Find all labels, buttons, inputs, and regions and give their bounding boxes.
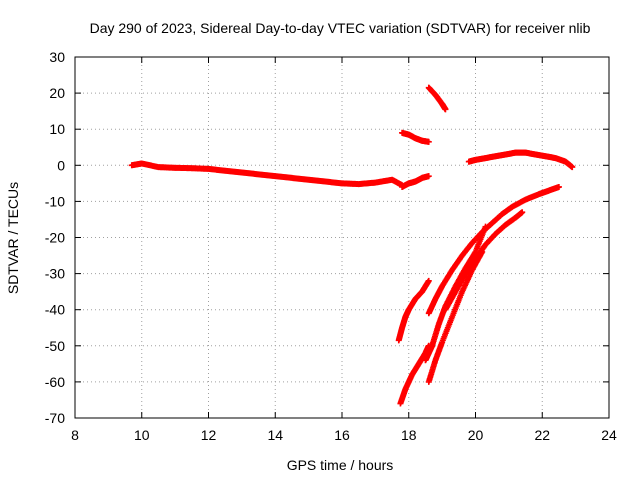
series-arc-2 (399, 173, 432, 190)
data-points (128, 84, 576, 407)
data-point (425, 277, 432, 284)
x-tick-label: 10 (134, 427, 150, 443)
series-arc-6 (395, 277, 432, 344)
y-axis-label: SDTVAR / TECUs (5, 182, 21, 294)
y-tick-label: 10 (49, 121, 65, 137)
data-point (425, 138, 432, 145)
grid (75, 57, 609, 418)
y-tick-label: 30 (49, 49, 65, 65)
chart-title: Day 290 of 2023, Sidereal Day-to-day VTE… (90, 20, 591, 36)
series-arc-4 (425, 84, 449, 113)
x-tick-label: 18 (401, 427, 417, 443)
y-tick-label: -40 (45, 302, 65, 318)
x-tick-label: 8 (71, 427, 79, 443)
x-tick-label: 20 (468, 427, 484, 443)
series-arc-7 (397, 342, 432, 407)
y-tick-label: -10 (45, 193, 65, 209)
series-arc-5 (465, 149, 576, 171)
x-tick-label: 22 (534, 427, 550, 443)
y-tick-label: -20 (45, 230, 65, 246)
x-axis-ticks: 8 10 12 14 16 18 20 22 24 (71, 57, 617, 443)
y-tick-label: -70 (45, 410, 65, 426)
series-arc-3 (399, 129, 432, 145)
y-tick-label: 20 (49, 85, 65, 101)
x-tick-label: 16 (334, 427, 350, 443)
x-axis-label: GPS time / hours (287, 457, 394, 473)
x-tick-label: 14 (267, 427, 283, 443)
series-arc-9 (425, 183, 562, 317)
x-tick-label: 12 (201, 427, 217, 443)
x-tick-label: 24 (601, 427, 617, 443)
data-point (555, 183, 562, 190)
y-tick-label: -50 (45, 338, 65, 354)
y-tick-label: -30 (45, 266, 65, 282)
data-point (482, 223, 489, 230)
data-point (569, 164, 576, 171)
series-arc-12 (442, 209, 526, 313)
data-point (442, 106, 449, 113)
y-tick-label: -60 (45, 374, 65, 390)
data-point (519, 209, 526, 216)
y-tick-label: 0 (57, 157, 65, 173)
data-point (425, 173, 432, 180)
series-arc-1 (128, 160, 406, 189)
y-axis-ticks: 30 20 10 0 -10 -20 -30 -40 -50 -60 -70 (45, 49, 609, 426)
